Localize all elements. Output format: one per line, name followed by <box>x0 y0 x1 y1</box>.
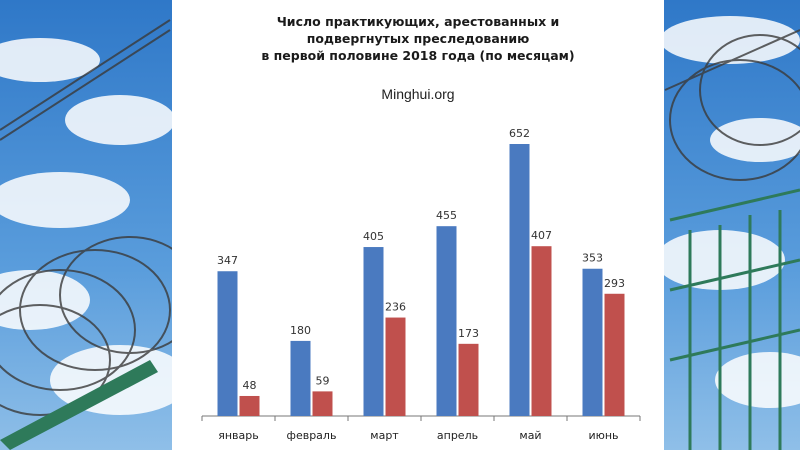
bar-series-2-5 <box>604 293 625 416</box>
chart-title-line-1: Число практикующих, арестованных и <box>276 14 560 29</box>
bar-chart: 347 48 январь 180 59 февраль 405 236 март 455 173 а… <box>201 127 641 442</box>
fence-icon <box>669 188 800 450</box>
data-label-series-1-2: 405 <box>363 230 384 243</box>
bar-series-1-5 <box>582 268 603 416</box>
chart-title-line-2: подвергнутых преследованию <box>306 31 530 46</box>
data-label-series-1-3: 455 <box>436 209 457 222</box>
data-label-series-1-0: 347 <box>217 254 238 267</box>
bar-series-2-4 <box>531 246 552 416</box>
barbed-wire-icon <box>0 19 201 416</box>
data-label-series-1-5: 353 <box>582 252 603 265</box>
bar-series-2-2 <box>385 317 406 416</box>
data-label-series-2-3: 173 <box>458 327 479 340</box>
x-tick-label-3: апрель <box>437 429 478 442</box>
bar-series-1-0 <box>217 271 238 416</box>
bar-series-2-0 <box>239 395 260 416</box>
chart-title-line-3: в первой половине 2018 года (по месяцам) <box>261 48 575 63</box>
x-tick-label-5: июнь <box>588 429 618 442</box>
bar-series-1-3 <box>436 226 457 416</box>
x-tick-label-2: март <box>370 429 399 442</box>
bar-series-1-4 <box>509 144 530 416</box>
data-label-series-2-5: 293 <box>604 277 625 290</box>
data-label-series-2-1: 59 <box>316 374 330 387</box>
bar-series-1-2 <box>363 247 384 416</box>
bar-series-2-1 <box>312 391 333 416</box>
data-label-series-1-1: 180 <box>290 324 311 337</box>
x-tick-label-0: январь <box>218 429 259 442</box>
chart-panel: Число практикующих, арестованных и подве… <box>172 0 664 450</box>
x-tick-label-4: май <box>519 429 541 442</box>
data-label-series-2-4: 407 <box>531 229 552 242</box>
data-label-series-1-4: 652 <box>509 127 530 140</box>
data-label-series-2-2: 236 <box>385 301 406 314</box>
bar-series-1-1 <box>290 340 311 416</box>
x-tick-label-1: февраль <box>287 429 337 442</box>
bar-series-2-3 <box>458 343 479 416</box>
chart-subtitle: Minghui.org <box>381 86 455 102</box>
data-label-series-2-0: 48 <box>243 379 257 392</box>
